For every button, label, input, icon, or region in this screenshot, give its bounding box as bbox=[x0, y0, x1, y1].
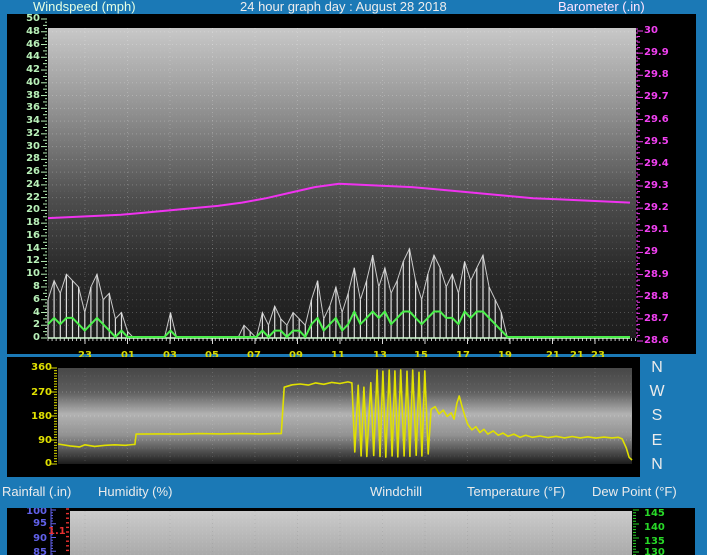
hour-axis-tick-label: 23 bbox=[591, 350, 605, 361]
windspeed-header-label: Windspeed (mph) bbox=[33, 0, 136, 14]
windspeed-axis-tick-label: 42 bbox=[26, 64, 40, 75]
humidity-axis-tick-label: 100 bbox=[26, 508, 47, 517]
wind-direction-plot bbox=[51, 367, 633, 465]
windspeed-axis-tick-label: 36 bbox=[26, 102, 40, 114]
barometer-axis-tick-label: 28.7 bbox=[644, 312, 669, 324]
chart-plot-area[interactable] bbox=[58, 368, 632, 464]
barometer-axis-tick-label: 29.2 bbox=[644, 202, 669, 214]
hour-axis-tick-label: 03 bbox=[163, 350, 177, 361]
windspeed-axis-tick-label: 16 bbox=[26, 229, 40, 241]
chart-plot-area[interactable] bbox=[70, 511, 632, 555]
barometer-axis-tick-label: 29.7 bbox=[644, 91, 669, 103]
windspeed-barometer-plot bbox=[41, 18, 643, 344]
windspeed-axis-tick-label: 12 bbox=[26, 255, 40, 267]
hour-axis-tick-label: 21 bbox=[570, 350, 584, 361]
compass-letter-w: W bbox=[649, 383, 665, 400]
barometer-axis-tick-label: 29.6 bbox=[644, 113, 669, 125]
barometer-axis-tick-label: 28.9 bbox=[644, 268, 669, 280]
rainfall-section-label: Rainfall (.in) bbox=[2, 484, 72, 499]
hour-axis-tick-label: 05 bbox=[205, 350, 219, 361]
barometer-axis-tick-label: 28.8 bbox=[644, 290, 669, 302]
hour-axis-tick-label: 01 bbox=[121, 350, 135, 361]
temperature-axis-tick-label: 130 bbox=[644, 547, 665, 555]
rainfall-axis-tick-label: 1.1 bbox=[48, 526, 66, 537]
windspeed-axis-tick-label: 38 bbox=[26, 89, 40, 101]
hour-axis-tick-label: 07 bbox=[247, 350, 261, 361]
humidity-axis-tick-label: 95 bbox=[33, 518, 47, 529]
windspeed-axis-tick-label: 20 bbox=[26, 204, 40, 216]
temperature-axis-tick-label: 135 bbox=[644, 536, 665, 547]
barometer-axis-tick-label: 29.3 bbox=[644, 180, 669, 191]
barometer-axis-tick-label: 29.1 bbox=[644, 224, 669, 236]
windspeed-axis-tick-label: 48 bbox=[26, 25, 40, 37]
compass-letter-n1: N bbox=[651, 359, 663, 376]
compass-letter-e: E bbox=[651, 432, 663, 449]
windspeed-axis-tick-label: 4 bbox=[33, 306, 40, 318]
windspeed-axis-tick-label: 30 bbox=[26, 140, 40, 152]
hour-axis-tick-label: 09 bbox=[289, 350, 303, 361]
windspeed-axis-tick-label: 18 bbox=[26, 217, 40, 229]
windspeed-axis-tick-label: 8 bbox=[33, 281, 40, 292]
windchill-section-label: Windchill bbox=[370, 484, 423, 499]
windspeed-axis-tick-label: 44 bbox=[26, 51, 40, 63]
temperature-axis-tick-label: 145 bbox=[644, 508, 665, 519]
windspeed-axis-tick-label: 26 bbox=[26, 166, 40, 178]
windspeed-axis-tick-label: 46 bbox=[26, 38, 40, 50]
wind-direction-chart[interactable]: 360 270 180 90 0 bbox=[7, 357, 640, 477]
dew-point-section-label: Dew Point (°F) bbox=[592, 484, 677, 499]
windspeed-axis-tick-label: 28 bbox=[26, 153, 40, 165]
windspeed-axis-tick-label: 0 bbox=[33, 332, 40, 343]
windspeed-axis-tick-label: 24 bbox=[26, 178, 40, 190]
temperature-section-label: Temperature (°F) bbox=[467, 484, 566, 499]
humidity-temperature-chart[interactable]: 100 95 90 85 1.1 145 140 135 130 bbox=[7, 508, 695, 555]
compass-letter-s: S bbox=[651, 407, 663, 424]
windspeed-axis-tick-label: 22 bbox=[26, 191, 40, 203]
barometer-header-label: Barometer (.in) bbox=[558, 0, 645, 14]
hour-axis-tick-label: 21 bbox=[546, 350, 560, 361]
windspeed-axis-tick-label: 50 bbox=[26, 13, 40, 24]
windspeed-axis-tick-label: 34 bbox=[26, 115, 40, 127]
temperature-axis-tick-label: 140 bbox=[644, 522, 665, 533]
barometer-axis-tick-label: 29.4 bbox=[644, 157, 669, 169]
compass-letter-n2: N bbox=[651, 456, 663, 473]
barometer-axis-tick-label: 29.5 bbox=[644, 135, 669, 147]
windspeed-axis-tick-label: 32 bbox=[26, 127, 40, 139]
windspeed-axis-tick-label: 10 bbox=[26, 268, 40, 280]
humidity-axis-tick-label: 90 bbox=[33, 533, 47, 544]
direction-axis-tick-label: 180 bbox=[31, 411, 52, 422]
barometer-axis-tick-label: 28.6 bbox=[644, 335, 669, 346]
direction-axis-tick-label: 0 bbox=[45, 458, 52, 469]
windspeed-axis-tick-label: 2 bbox=[33, 319, 40, 331]
barometer-axis-tick-label: 29 bbox=[644, 246, 658, 258]
windspeed-axis-tick-label: 6 bbox=[33, 293, 40, 305]
windspeed-axis-tick-label: 14 bbox=[26, 242, 40, 254]
windspeed-barometer-chart[interactable]: 50 48 46 44 42 40 38 36 34 32 30 28 26 24 22 20 18 16 14 12… bbox=[7, 13, 696, 361]
barometer-axis-tick-label: 29.9 bbox=[644, 47, 669, 59]
direction-axis-tick-label: 270 bbox=[31, 387, 52, 398]
hour-axis-tick-label: 15 bbox=[414, 350, 428, 361]
hour-axis-tick-label: 11 bbox=[331, 350, 345, 361]
humidity-section-label: Humidity (%) bbox=[98, 484, 173, 499]
barometer-axis-tick-label: 30 bbox=[644, 25, 658, 36]
barometer-axis-tick-label: 29.8 bbox=[644, 69, 669, 81]
hour-axis-tick-label: 17 bbox=[456, 350, 470, 361]
humidity-axis-tick-label: 85 bbox=[33, 547, 47, 555]
hour-axis-tick-label: 23 bbox=[78, 350, 92, 361]
bottom-plot bbox=[50, 508, 639, 555]
windspeed-axis-tick-label: 40 bbox=[26, 76, 40, 88]
direction-axis-tick-label: 360 bbox=[31, 362, 52, 373]
direction-axis-tick-label: 90 bbox=[38, 435, 52, 446]
hour-axis-tick-label: 19 bbox=[498, 350, 512, 361]
graph-title: 24 hour graph day : August 28 2018 bbox=[240, 0, 447, 14]
hour-axis-tick-label: 13 bbox=[373, 350, 387, 361]
